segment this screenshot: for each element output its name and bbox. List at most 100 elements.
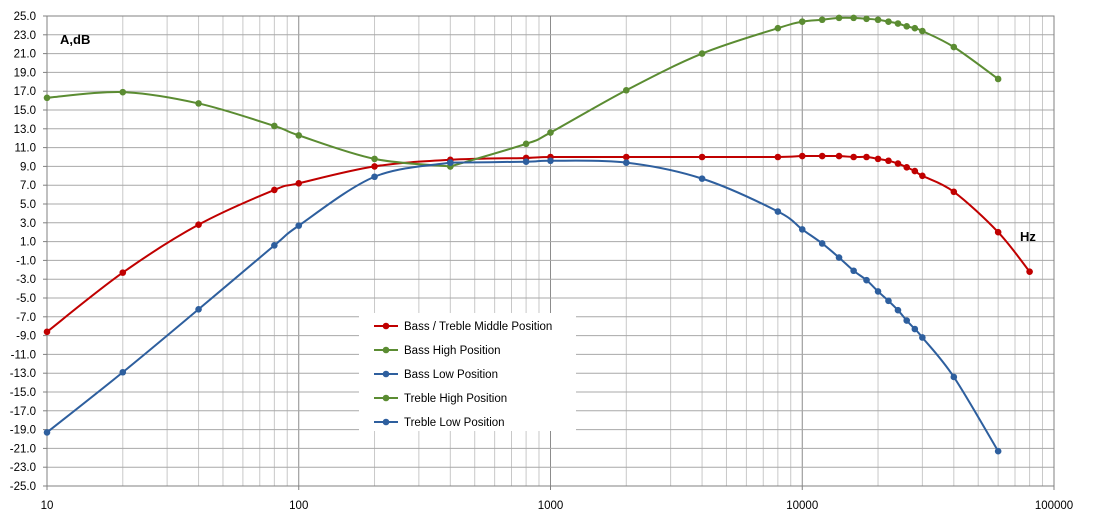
legend-item: Treble Low Position (374, 417, 505, 429)
data-point (874, 16, 882, 24)
legend-label: Bass / Treble Middle Position (404, 321, 552, 333)
data-point (371, 163, 378, 170)
data-point (818, 240, 826, 247)
legend-label: Bass Low Position (404, 369, 498, 381)
data-point (894, 160, 902, 167)
data-point (774, 153, 782, 161)
series-1 (43, 152, 1033, 336)
data-point (894, 20, 902, 27)
data-point (698, 175, 706, 182)
data-point (371, 155, 378, 163)
series-2 (43, 88, 454, 170)
y-tick-label: 17.0 (14, 86, 36, 98)
data-point (295, 132, 303, 139)
data-point (774, 24, 782, 32)
y-tick-label: -1.0 (16, 255, 36, 267)
legend: Bass / Treble Middle Position Bass High P… (359, 313, 576, 431)
data-point (547, 157, 554, 165)
x-tick-label: 10 (41, 500, 54, 512)
data-point (547, 129, 554, 136)
y-tick-label: 7.0 (20, 180, 36, 192)
y-tick-label: 5.0 (20, 199, 36, 211)
legend-item: Bass High Position (374, 345, 501, 357)
y-tick-label: 13.0 (14, 124, 36, 136)
y-tick-label: 9.0 (20, 161, 36, 173)
data-point (818, 16, 826, 24)
data-point (850, 267, 857, 275)
y-tick-label: 21.0 (14, 49, 36, 61)
y-tick-label: -13.0 (10, 368, 36, 380)
y-tick-label: 1.0 (20, 237, 36, 249)
data-point (271, 186, 278, 194)
data-point (622, 86, 630, 94)
data-point (43, 94, 51, 102)
data-point (43, 429, 51, 436)
data-point (295, 222, 303, 229)
y-tick-label: -7.0 (16, 312, 36, 324)
data-point (919, 334, 926, 341)
data-point (911, 167, 919, 175)
y-tick-label: -19.0 (10, 425, 36, 437)
data-point (522, 140, 530, 148)
series-3 (43, 159, 454, 436)
data-point (295, 180, 303, 187)
data-point (863, 15, 870, 23)
data-point (994, 447, 1002, 455)
y-tick-label: -25.0 (10, 481, 36, 493)
legend-swatch-marker (382, 346, 390, 354)
data-point (774, 208, 782, 215)
data-point (863, 153, 870, 161)
series-4 (447, 14, 1002, 170)
x-tick-label: 10000 (786, 500, 818, 512)
x-axis-ticks: 10 100 1000 10000 100000 (41, 486, 1073, 512)
data-point (835, 14, 843, 22)
legend-item: Bass Low Position (374, 369, 498, 381)
y-tick-label: 23.0 (14, 30, 36, 42)
data-point (950, 188, 958, 196)
y-tick-label: -9.0 (16, 331, 36, 343)
data-point (994, 75, 1002, 83)
data-point (835, 152, 843, 160)
y-tick-label: -5.0 (16, 293, 36, 305)
data-point (903, 317, 911, 324)
y-tick-label: -15.0 (10, 387, 36, 399)
data-point (885, 297, 892, 305)
data-point (622, 159, 630, 166)
data-point (119, 368, 127, 376)
data-point (195, 221, 202, 228)
y-tick-label: 15.0 (14, 105, 36, 117)
data-point (835, 254, 843, 261)
y-tick-label: -11.0 (11, 349, 36, 361)
x-tick-label: 1000 (538, 500, 564, 512)
data-point (950, 43, 958, 51)
y-tick-label: 11.0 (14, 143, 36, 155)
data-point (698, 153, 706, 161)
data-point (818, 152, 826, 160)
data-point (522, 158, 530, 165)
legend-swatch-marker (382, 370, 390, 378)
data-point (950, 373, 958, 381)
data-point (271, 122, 278, 130)
legend-item: Bass / Treble Middle Position (374, 321, 552, 333)
legend-label: Treble High Position (404, 393, 507, 405)
data-point (903, 23, 911, 30)
legend-swatch-marker (382, 322, 390, 330)
data-point (798, 18, 806, 25)
legend-label: Bass High Position (404, 345, 501, 357)
x-axis-label: Hz (1020, 229, 1036, 244)
data-point (911, 325, 919, 333)
data-point (874, 288, 882, 295)
legend-swatch-marker (382, 394, 390, 402)
series-5 (447, 157, 1002, 455)
data-point (850, 153, 857, 161)
y-tick-label: -23.0 (10, 462, 36, 474)
data-point (371, 173, 378, 181)
data-point (919, 27, 926, 35)
legend-swatch-marker (382, 418, 390, 426)
legend-box (359, 313, 576, 431)
data-point (874, 155, 882, 163)
y-axis-label: A,dB (60, 32, 90, 47)
x-tick-label: 100 (289, 500, 308, 512)
